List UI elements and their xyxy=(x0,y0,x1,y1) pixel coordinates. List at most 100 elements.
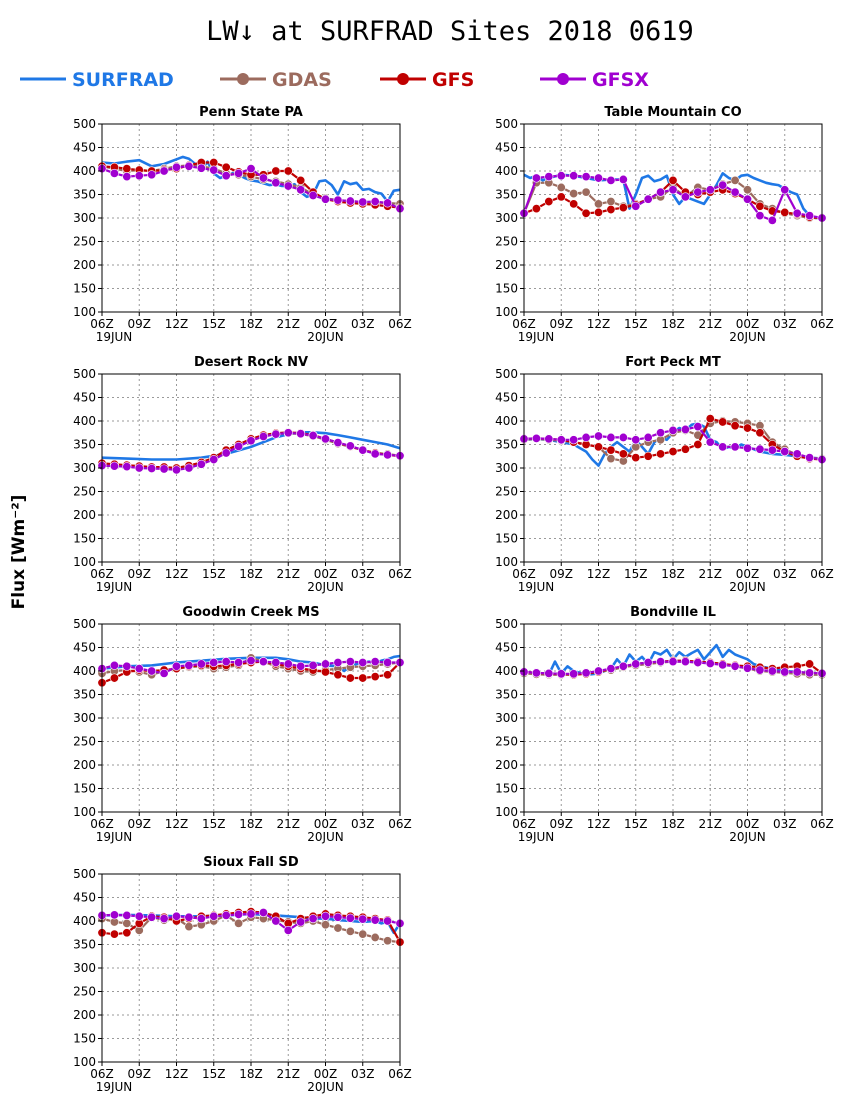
data-point-gfsx xyxy=(693,658,703,668)
y-tick-label: 500 xyxy=(73,367,96,381)
x-tick-label: 03Z xyxy=(773,317,797,331)
y-tick-label: 300 xyxy=(73,961,96,975)
series-gfsx xyxy=(97,428,405,475)
x-tick-label: 12Z xyxy=(587,567,611,581)
data-point-gfsx xyxy=(320,194,330,204)
data-point-gfsx xyxy=(172,162,182,172)
data-point-gfsx xyxy=(345,196,355,206)
data-point-gfsx xyxy=(296,429,306,439)
data-point-gfsx xyxy=(569,171,579,181)
data-point-gfsx xyxy=(345,441,355,451)
data-point-gdas xyxy=(320,920,330,930)
plot-frame xyxy=(523,373,823,563)
x-tick-label: 12Z xyxy=(165,817,189,831)
data-point-gfs xyxy=(656,449,666,459)
x-tick-label: 09Z xyxy=(550,817,574,831)
data-point-gfsx xyxy=(258,432,268,442)
y-tick-label: 250 xyxy=(73,485,96,499)
x-day-label: 19JUN xyxy=(96,830,133,844)
x-tick-label: 09Z xyxy=(550,317,574,331)
data-point-gfsx xyxy=(556,435,566,445)
data-point-gfsx xyxy=(333,438,343,448)
x-tick-label: 03Z xyxy=(351,1067,375,1081)
data-point-gfs xyxy=(581,208,591,218)
data-point-gfsx xyxy=(370,915,380,925)
data-point-gfs xyxy=(593,207,603,217)
y-tick-label: 250 xyxy=(73,735,96,749)
data-point-gfsx xyxy=(308,914,318,924)
data-point-gfsx xyxy=(668,657,678,667)
x-tick-label: 12Z xyxy=(165,317,189,331)
data-point-gfs xyxy=(531,204,541,214)
data-point-gfsx xyxy=(618,661,628,671)
data-point-gfsx xyxy=(134,463,144,473)
y-tick-label: 250 xyxy=(73,985,96,999)
x-tick-label: 06Z xyxy=(388,567,412,581)
data-point-gfsx xyxy=(755,444,765,454)
x-tick-label: 06Z xyxy=(90,1067,114,1081)
data-point-gfsx xyxy=(693,187,703,197)
data-point-gfs xyxy=(643,451,653,461)
data-point-gfsx xyxy=(147,463,157,473)
panel-title: Desert Rock NV xyxy=(194,355,308,370)
data-point-gfsx xyxy=(780,185,790,195)
y-tick-label: 150 xyxy=(495,532,518,546)
y-tick-label: 450 xyxy=(495,391,518,405)
data-point-gfsx xyxy=(383,658,393,668)
data-point-gfs xyxy=(680,444,690,454)
legend-label-gfsx: GFSX xyxy=(592,69,649,91)
panel-bondville-il: Bondville IL 100 150 200 250 300 350 400 450 500 0… xyxy=(495,605,834,844)
data-point-gfsx xyxy=(333,912,343,922)
x-tick-label: 15Z xyxy=(624,567,648,581)
data-point-gfsx xyxy=(767,445,777,455)
legend-label-gfs: GFS xyxy=(432,69,474,91)
gridlines xyxy=(102,124,400,312)
x-tick-label: 12Z xyxy=(587,817,611,831)
gridlines xyxy=(524,374,822,562)
x-day-label: 19JUN xyxy=(518,580,555,594)
data-point-gfsx xyxy=(805,453,815,463)
data-point-gfsx xyxy=(147,666,157,676)
x-tick-label: 18Z xyxy=(239,317,263,331)
y-tick-label: 500 xyxy=(73,117,96,131)
panel-title: Fort Peck MT xyxy=(625,355,721,370)
legend-label-gdas: GDAS xyxy=(272,69,332,91)
data-point-gfsx xyxy=(221,171,231,181)
data-point-gfs xyxy=(705,414,715,424)
data-point-gfsx xyxy=(742,443,752,453)
legend-item-gfs: GFS xyxy=(380,69,474,91)
data-point-gfs xyxy=(221,162,231,172)
data-point-gfsx xyxy=(258,908,268,918)
data-point-gfsx xyxy=(631,435,641,445)
y-tick-label: 300 xyxy=(73,711,96,725)
x-tick-label: 06Z xyxy=(512,817,536,831)
y-tick-label: 150 xyxy=(73,782,96,796)
x-tick-label: 12Z xyxy=(165,1067,189,1081)
data-point-gfsx xyxy=(345,657,355,667)
data-point-gfs xyxy=(805,659,815,669)
x-day-label: 19JUN xyxy=(96,580,133,594)
data-point-gfsx xyxy=(593,431,603,441)
data-point-gdas xyxy=(370,932,380,942)
gridlines xyxy=(102,374,400,562)
data-point-gfsx xyxy=(668,185,678,195)
data-point-gfs xyxy=(618,449,628,459)
data-point-gfsx xyxy=(234,909,244,919)
data-point-gfsx xyxy=(134,911,144,921)
series-gfsx xyxy=(97,161,405,214)
data-point-gfsx xyxy=(792,449,802,459)
data-point-gdas xyxy=(358,929,368,939)
x-tick-label: 15Z xyxy=(624,817,648,831)
y-tick-label: 500 xyxy=(73,617,96,631)
data-point-gfsx xyxy=(296,917,306,927)
panel-title: Bondville IL xyxy=(630,605,716,620)
series-surfrad xyxy=(101,155,401,203)
data-point-gfsx xyxy=(680,192,690,202)
x-tick-label: 06Z xyxy=(810,817,834,831)
y-tick-label: 100 xyxy=(495,555,518,569)
x-tick-label: 00Z xyxy=(736,567,760,581)
x-day-label: 20JUN xyxy=(307,580,344,594)
y-tick-label: 300 xyxy=(495,711,518,725)
data-point-gfs xyxy=(668,447,678,457)
